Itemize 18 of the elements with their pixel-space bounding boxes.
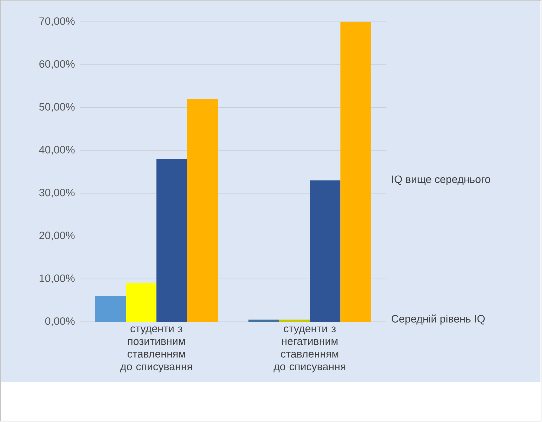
bar	[156, 159, 188, 322]
bar	[187, 99, 218, 322]
y-tick-label: 50,00%	[40, 103, 75, 112]
text: Середній рівень IQ	[392, 314, 485, 325]
y-tick-label: 30,00%	[40, 189, 75, 198]
y-tick-label: 0,00%	[45, 318, 75, 326]
y-tick-label: 10,00%	[40, 274, 75, 284]
bar	[126, 283, 157, 322]
bar	[310, 180, 341, 322]
y-tick-label: 40,00%	[39, 146, 75, 155]
x-tick-label: студенти з позитивним ставленням до списування	[120, 326, 192, 373]
y-tick-label: 20,00%	[40, 232, 75, 241]
bar	[340, 22, 372, 322]
y-tick-label: 70,00%	[40, 18, 75, 26]
text: IQ вище середнього	[392, 176, 490, 186]
x-tick-label: студенти з негативним ставленням до списування	[274, 326, 346, 373]
y-tick-label: 60,00%	[40, 60, 75, 70]
bar	[95, 296, 126, 322]
